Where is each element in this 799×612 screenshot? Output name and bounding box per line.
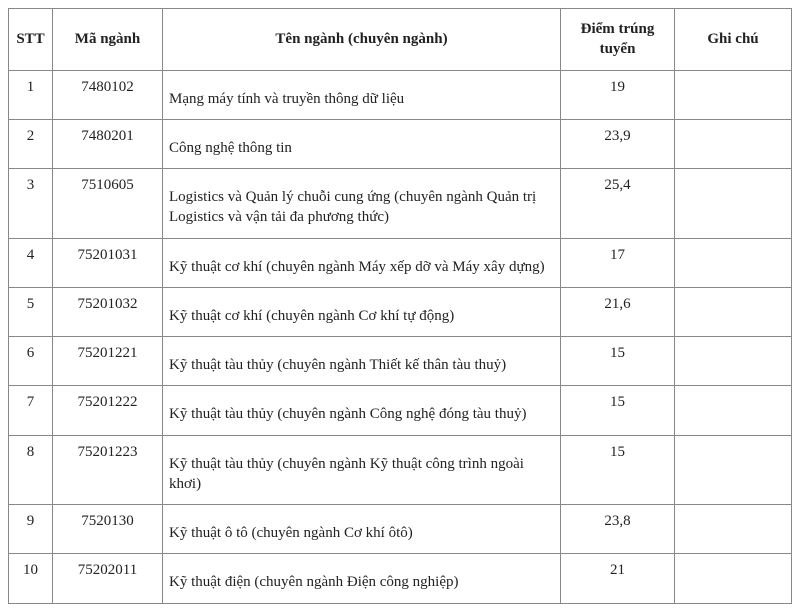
cell-code: 7480201	[53, 119, 163, 168]
cell-stt: 6	[9, 337, 53, 386]
cell-note	[675, 386, 792, 435]
cell-note	[675, 505, 792, 554]
table-row: 8 75201223 Kỹ thuật tàu thủy (chuyên ngà…	[9, 435, 792, 505]
cell-name: Kỹ thuật cơ khí (chuyên ngành Máy xếp dỡ…	[163, 238, 561, 287]
cell-score: 25,4	[561, 169, 675, 239]
cell-name: Kỹ thuật tàu thủy (chuyên ngành Công ngh…	[163, 386, 561, 435]
table-row: 10 75202011 Kỹ thuật điện (chuyên ngành …	[9, 554, 792, 603]
col-header-code: Mã ngành	[53, 9, 163, 71]
table-row: 6 75201221 Kỹ thuật tàu thủy (chuyên ngà…	[9, 337, 792, 386]
cell-code: 7510605	[53, 169, 163, 239]
table-row: 7 75201222 Kỹ thuật tàu thủy (chuyên ngà…	[9, 386, 792, 435]
cell-stt: 4	[9, 238, 53, 287]
col-header-stt: STT	[9, 9, 53, 71]
table-row: 3 7510605 Logistics và Quản lý chuỗi cun…	[9, 169, 792, 239]
cell-score: 15	[561, 337, 675, 386]
cell-note	[675, 287, 792, 336]
cell-name: Kỹ thuật cơ khí (chuyên ngành Cơ khí tự …	[163, 287, 561, 336]
cell-code: 75202011	[53, 554, 163, 603]
cell-score: 19	[561, 70, 675, 119]
admission-scores-table: STT Mã ngành Tên ngành (chuyên ngành) Đi…	[8, 8, 792, 604]
cell-note	[675, 119, 792, 168]
col-header-note: Ghi chú	[675, 9, 792, 71]
cell-note	[675, 554, 792, 603]
cell-name: Công nghệ thông tin	[163, 119, 561, 168]
cell-stt: 7	[9, 386, 53, 435]
table-row: 1 7480102 Mạng máy tính và truyền thông …	[9, 70, 792, 119]
table-row: 2 7480201 Công nghệ thông tin 23,9	[9, 119, 792, 168]
cell-name: Mạng máy tính và truyền thông dữ liệu	[163, 70, 561, 119]
cell-stt: 1	[9, 70, 53, 119]
cell-name: Kỹ thuật điện (chuyên ngành Điện công ng…	[163, 554, 561, 603]
cell-score: 21	[561, 554, 675, 603]
cell-score: 17	[561, 238, 675, 287]
cell-score: 23,8	[561, 505, 675, 554]
table-row: 4 75201031 Kỹ thuật cơ khí (chuyên ngành…	[9, 238, 792, 287]
cell-note	[675, 337, 792, 386]
cell-stt: 5	[9, 287, 53, 336]
cell-name: Kỹ thuật tàu thủy (chuyên ngành Thiết kế…	[163, 337, 561, 386]
cell-stt: 10	[9, 554, 53, 603]
col-header-score: Điểm trúng tuyển	[561, 9, 675, 71]
cell-code: 75201032	[53, 287, 163, 336]
table-row: 9 7520130 Kỹ thuật ô tô (chuyên ngành Cơ…	[9, 505, 792, 554]
cell-code: 75201223	[53, 435, 163, 505]
cell-score: 23,9	[561, 119, 675, 168]
cell-code: 75201031	[53, 238, 163, 287]
cell-stt: 9	[9, 505, 53, 554]
table-row: 5 75201032 Kỹ thuật cơ khí (chuyên ngành…	[9, 287, 792, 336]
cell-note	[675, 70, 792, 119]
cell-stt: 3	[9, 169, 53, 239]
cell-note	[675, 169, 792, 239]
cell-code: 7480102	[53, 70, 163, 119]
cell-score: 15	[561, 386, 675, 435]
table-body: 1 7480102 Mạng máy tính và truyền thông …	[9, 70, 792, 603]
cell-score: 21,6	[561, 287, 675, 336]
cell-name: Kỹ thuật ô tô (chuyên ngành Cơ khí ôtô)	[163, 505, 561, 554]
cell-name: Logistics và Quản lý chuỗi cung ứng (chu…	[163, 169, 561, 239]
cell-score: 15	[561, 435, 675, 505]
table-header-row: STT Mã ngành Tên ngành (chuyên ngành) Đi…	[9, 9, 792, 71]
cell-stt: 8	[9, 435, 53, 505]
cell-note	[675, 238, 792, 287]
cell-code: 75201221	[53, 337, 163, 386]
cell-note	[675, 435, 792, 505]
cell-name: Kỹ thuật tàu thủy (chuyên ngành Kỹ thuật…	[163, 435, 561, 505]
cell-code: 7520130	[53, 505, 163, 554]
cell-stt: 2	[9, 119, 53, 168]
col-header-name: Tên ngành (chuyên ngành)	[163, 9, 561, 71]
cell-code: 75201222	[53, 386, 163, 435]
